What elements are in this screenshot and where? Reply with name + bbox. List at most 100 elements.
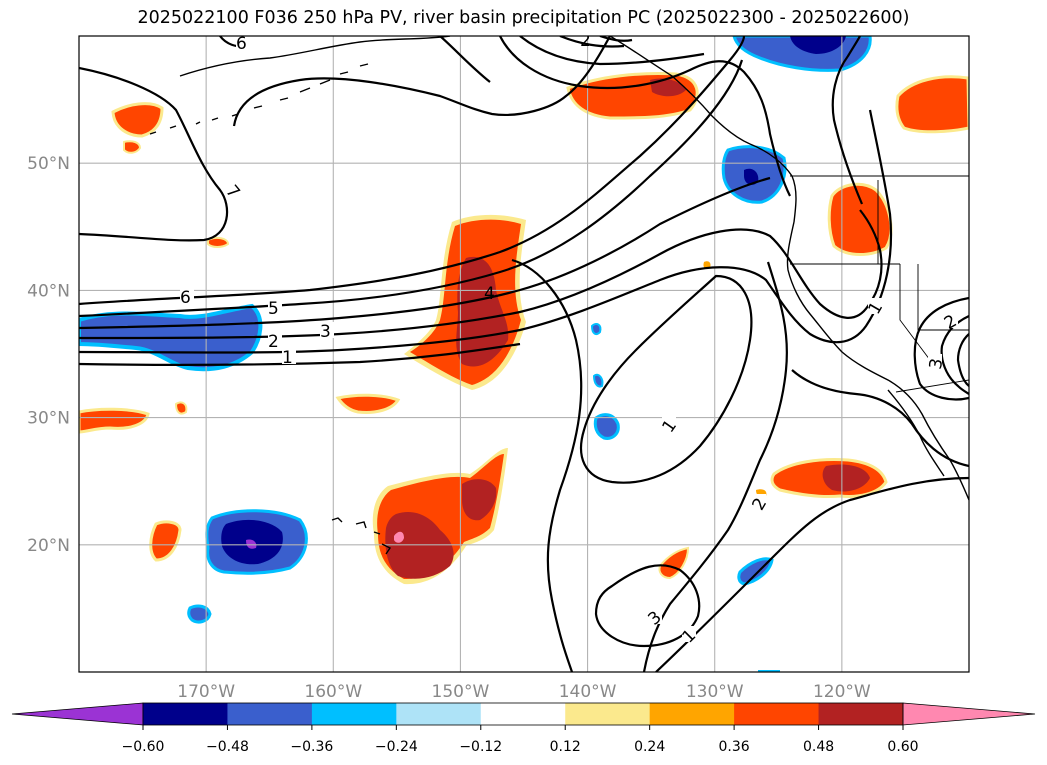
colorbar-tick-label: −0.36	[290, 739, 333, 755]
colorbar-extend-high	[902, 702, 1036, 726]
lon-tick-label: 170°W	[177, 682, 235, 702]
lon-tick-label: 150°W	[432, 682, 490, 702]
lon-tick-label: 130°W	[686, 682, 744, 702]
pv-contour	[519, 36, 705, 66]
pv-contour	[831, 36, 864, 205]
colorbar-segment	[565, 703, 651, 725]
lat-tick-label: 40°N	[27, 281, 70, 301]
pv-contour	[79, 209, 883, 340]
pv-contour	[599, 36, 633, 42]
precip-blob-west	[207, 236, 230, 248]
precip-neg-blob	[744, 168, 759, 185]
precip-neg-blob	[246, 539, 257, 549]
colorbar-extend-low	[11, 702, 144, 726]
us-west-coast	[786, 221, 969, 501]
precip-neg-blob	[790, 36, 846, 54]
pv-contour-label: 3	[320, 322, 331, 342]
nv-border	[877, 180, 931, 361]
map-frame	[78, 35, 970, 673]
colorbar-segment	[143, 703, 228, 725]
aleutian-chain	[149, 63, 369, 135]
lon-tick-label: 160°W	[304, 682, 362, 702]
precip-neg-blob	[187, 604, 212, 624]
colorbar-tick-label: 0.36	[719, 739, 750, 755]
pv-contour	[956, 333, 969, 387]
pv-contour	[79, 342, 521, 366]
pv-contour	[511, 258, 583, 672]
pv-contour	[913, 296, 969, 401]
pv-contour	[79, 66, 229, 242]
colorbar-segment	[734, 703, 820, 725]
colorbar-tick-label: 0.24	[634, 739, 665, 755]
lat-tick-label: 20°N	[27, 536, 70, 556]
map-title: 2025022100 F036 250 hPa PV, river basin …	[137, 8, 910, 28]
pv-contour-label: 1	[282, 348, 293, 368]
lon-tick-label: 140°W	[559, 682, 617, 702]
pv-contour	[559, 36, 625, 48]
colorbar-tick-label: −0.48	[206, 739, 249, 755]
lon-tick-label: 120°W	[813, 682, 871, 702]
colorbar-frame	[142, 702, 904, 726]
precip-blob-west	[111, 102, 164, 138]
colorbar-tick-label: −0.24	[375, 739, 418, 755]
pv-contour	[655, 476, 969, 672]
colorbar-tick-label: −0.60	[122, 739, 165, 755]
pv-contour	[79, 176, 771, 330]
pv-contour	[79, 109, 893, 354]
pv-contour-label: 4	[484, 284, 495, 304]
colorbar-tick-label: 0.60	[887, 739, 918, 755]
pv-contour	[579, 274, 753, 484]
colorbar-segment	[396, 703, 482, 725]
precip-blob-alaska	[650, 78, 686, 97]
pv-contour-label: 5	[268, 299, 279, 319]
colorbar-segment	[649, 703, 735, 725]
precip-blob-ne	[827, 182, 893, 256]
pv-contour-label: 3	[926, 357, 948, 371]
pv-contour	[79, 59, 744, 318]
pv-contour-label: 2	[268, 332, 279, 352]
precip-neg-blob	[592, 373, 604, 388]
pv-contours	[79, 36, 969, 672]
pv-contour	[439, 36, 491, 83]
gridlines	[79, 36, 969, 672]
pv-contour	[642, 261, 788, 672]
pv-contour	[791, 369, 969, 468]
pv-contour	[79, 36, 746, 306]
precip-shading	[79, 36, 969, 672]
precip-blob-west	[335, 393, 401, 414]
coastlines	[149, 36, 969, 555]
pv-contour-label: 6	[236, 34, 247, 54]
precip-blob-se	[658, 546, 690, 580]
pv-contour-label: 6	[180, 288, 191, 308]
precip-blob-west	[123, 140, 142, 154]
pv-contour	[499, 36, 791, 197]
precip-blob-hawaii	[385, 511, 454, 579]
precip-blob-hawaii	[462, 479, 497, 521]
precip-blob-west	[79, 407, 150, 434]
lat-tick-label: 30°N	[27, 409, 70, 429]
colorbar-segment	[818, 703, 904, 725]
lat-tick-label: 50°N	[27, 154, 70, 174]
colorbar-segment	[311, 703, 397, 725]
colorbar: −0.60 −0.48 −0.36 −0.24 −0.12 0.12 0.24 0.36 0.4…	[11, 702, 1036, 755]
precip-blob-west	[149, 520, 182, 562]
colorbar-tick-label: −0.12	[459, 739, 502, 755]
bc-coast	[609, 36, 797, 223]
precip-neg-blob	[593, 413, 620, 440]
pv-contour	[232, 36, 611, 127]
colorbar-segment	[227, 703, 313, 725]
precip-blob-ne	[895, 75, 969, 134]
precip-neg-blob	[590, 323, 602, 335]
colorbar-tick-label: 0.12	[550, 739, 581, 755]
precip-blob-hawaii	[394, 531, 404, 543]
mexico-border	[895, 379, 969, 393]
pv-contour	[594, 564, 701, 648]
axis-labels: 170°W 160°W 150°W 140°W 130°W 120°W 20°N 30°N 40…	[27, 154, 871, 702]
colorbar-segment	[480, 703, 566, 725]
colorbar-tick-label: 0.48	[803, 739, 834, 755]
precip-blob-se	[822, 464, 870, 492]
alaska-coast	[179, 36, 451, 77]
pv-contour-label: 2	[580, 31, 591, 51]
hawaii-islands	[331, 517, 392, 555]
